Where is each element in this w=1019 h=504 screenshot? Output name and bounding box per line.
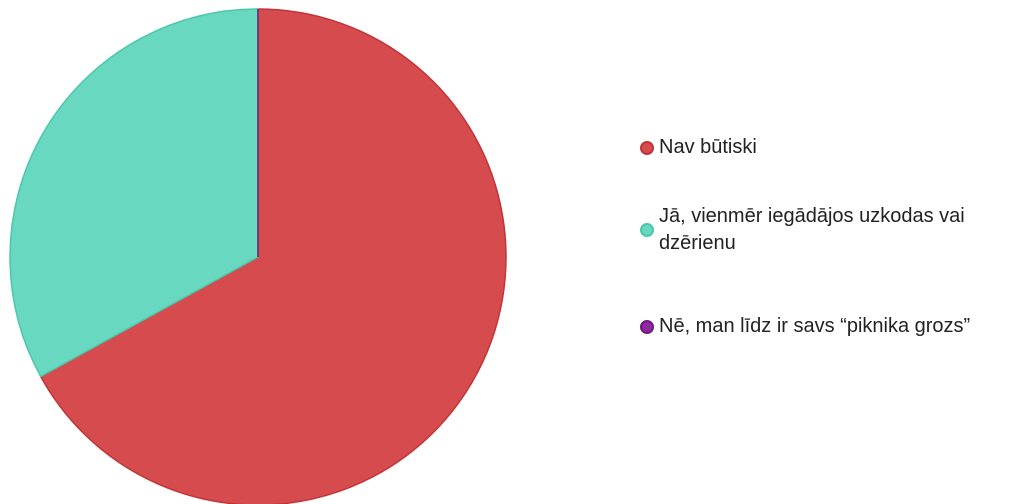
legend-label: Nav būtiski xyxy=(659,136,757,158)
legend-item: Nav būtiski xyxy=(640,134,1009,161)
legend-marker xyxy=(640,223,654,237)
legend-label: Nē, man līdz ir savs “piknika grozs” xyxy=(659,315,971,337)
pie-slice xyxy=(9,8,259,378)
legend-item: Jā, vienmēr iegādājos uzkodas vai dzērie… xyxy=(640,203,1009,257)
pie-slice xyxy=(39,8,507,504)
pie xyxy=(9,8,507,504)
legend-marker xyxy=(640,319,654,334)
legend-marker xyxy=(640,140,654,155)
legend-item: Nē, man līdz ir savs “piknika grozs” xyxy=(640,313,1009,340)
legend-label: Jā, vienmēr iegādājos uzkodas vai dzērie… xyxy=(659,205,965,254)
